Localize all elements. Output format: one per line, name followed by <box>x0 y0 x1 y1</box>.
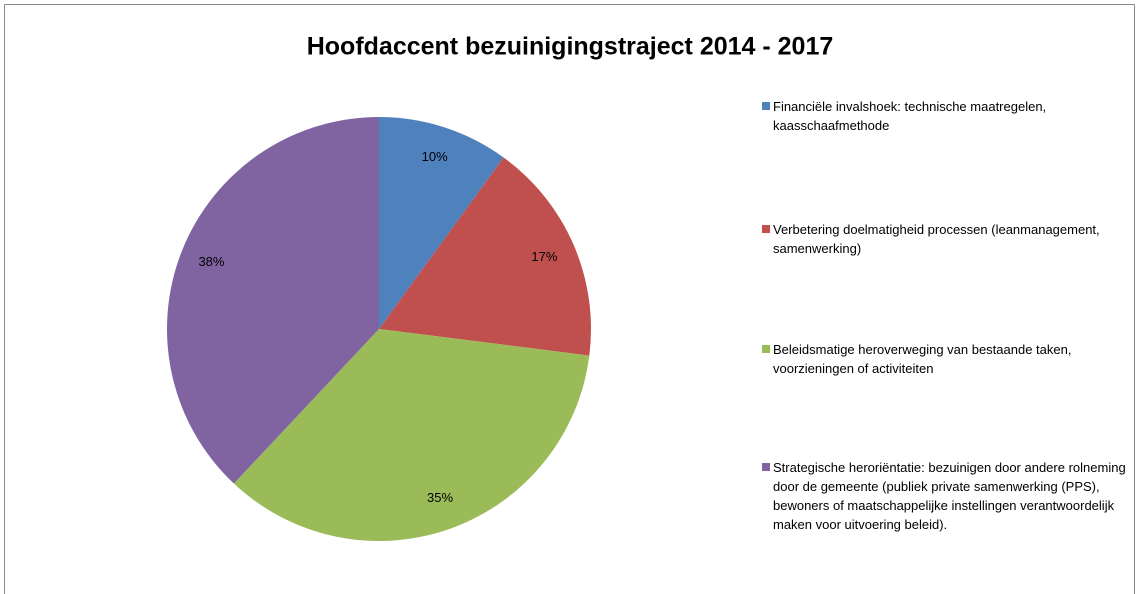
legend-swatch <box>762 225 770 233</box>
data-label: 35% <box>427 490 453 505</box>
legend-swatch <box>762 345 770 353</box>
legend-swatch <box>762 463 770 471</box>
legend-item: Verbetering doelmatigheid processen (lea… <box>762 220 1132 258</box>
legend-label: Strategische heroriëntatie: bezuinigen d… <box>773 460 1126 532</box>
data-label: 17% <box>531 249 557 264</box>
data-label: 38% <box>198 254 224 269</box>
pie-slice <box>379 117 504 329</box>
pie-slice <box>379 157 591 356</box>
legend-swatch <box>762 102 770 110</box>
data-label: 10% <box>422 149 448 164</box>
legend-label: Beleidsmatige heroverweging van bestaand… <box>773 342 1072 376</box>
legend-item: Financiële invalshoek: technische maatre… <box>762 97 1132 135</box>
chart-title: Hoofdaccent bezuinigingstraject 2014 - 2… <box>307 33 834 61</box>
pie-slice <box>166 117 379 484</box>
legend-label: Verbetering doelmatigheid processen (lea… <box>773 222 1100 256</box>
legend-item: Beleidsmatige heroverweging van bestaand… <box>762 340 1132 378</box>
pie-slice <box>233 329 590 541</box>
legend-item: Strategische heroriëntatie: bezuinigen d… <box>762 458 1132 534</box>
legend-label: Financiële invalshoek: technische maatre… <box>773 99 1047 133</box>
